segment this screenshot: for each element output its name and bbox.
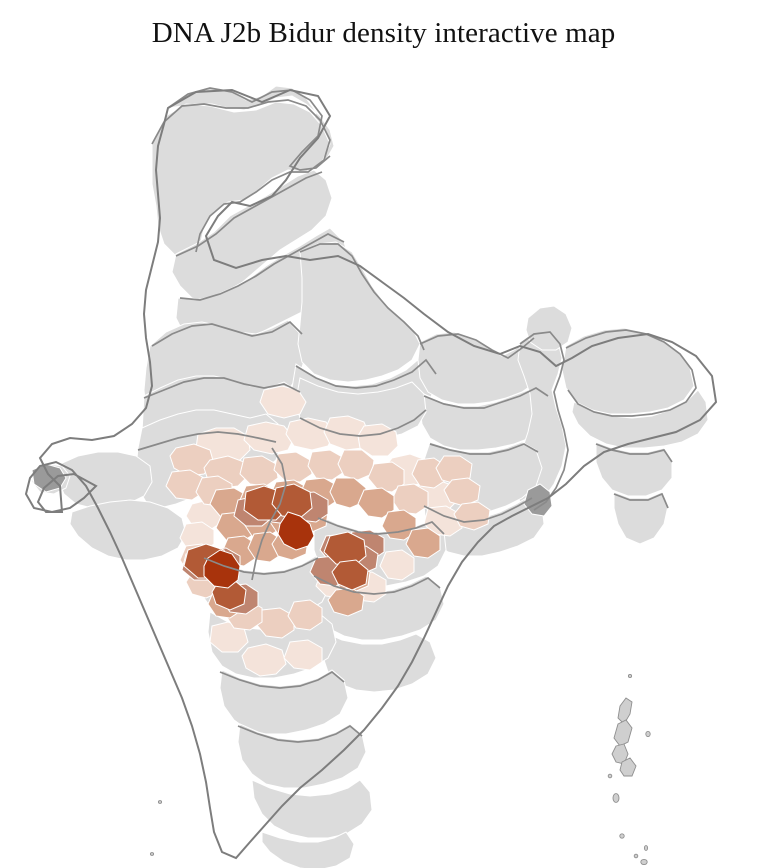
map-svg[interactable] [0, 46, 767, 868]
choropleth-grey-dark[interactable] [32, 464, 552, 516]
choropleth-class-6[interactable] [204, 512, 314, 588]
national-boundary [26, 90, 716, 858]
india-choropleth-map[interactable] [0, 46, 767, 868]
andaman-nicobar-islands[interactable] [149, 673, 651, 866]
state-boundaries [138, 88, 696, 742]
choropleth-class-2[interactable] [166, 444, 490, 638]
page-title: DNA J2b Bidur density interactive map [151, 17, 616, 49]
